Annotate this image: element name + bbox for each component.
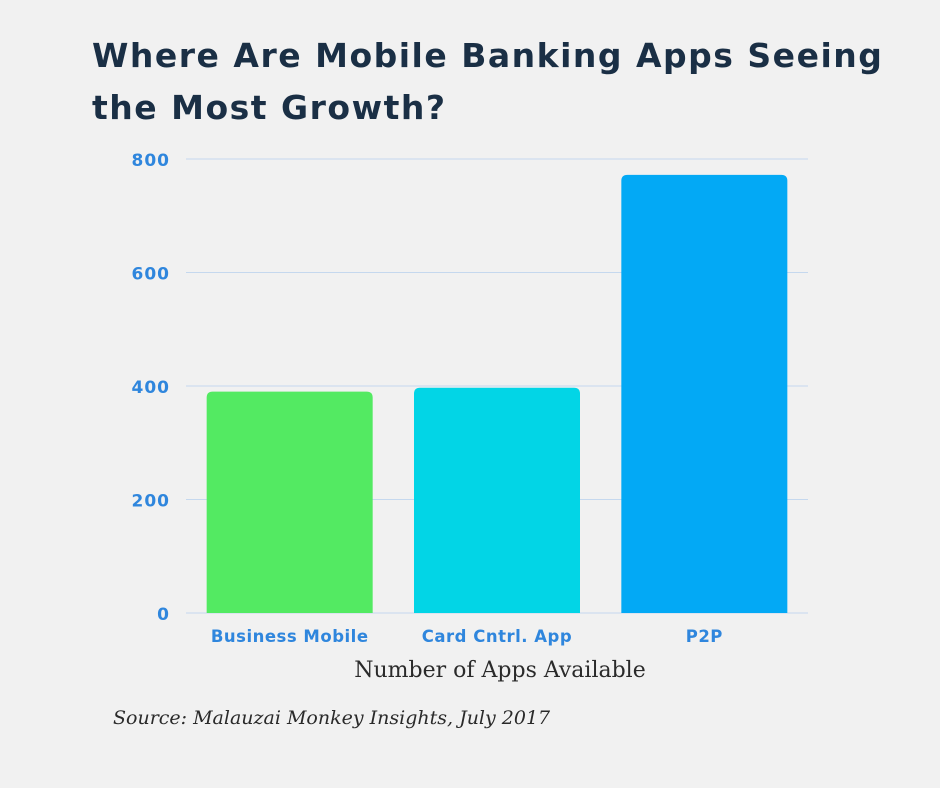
x-tick-label: Business Mobile <box>211 627 369 646</box>
x-axis-title: Number of Apps Available <box>354 658 646 683</box>
x-tick-label: P2P <box>686 627 723 646</box>
y-axis-ticks: 0 200 400 600 800 <box>132 151 171 625</box>
y-tick-label: 0 <box>157 605 170 625</box>
x-tick-label: Card Cntrl. App <box>422 627 572 646</box>
source-note: Source: Malauzai Monkey Insights, July 2… <box>113 707 551 729</box>
x-axis-ticks: Business Mobile Card Cntrl. App P2P <box>211 627 723 646</box>
y-tick-label: 200 <box>132 492 171 512</box>
chart-title: Where Are Mobile Banking Apps Seeing the… <box>92 36 884 127</box>
bars <box>206 174 788 613</box>
bar-p2p <box>621 174 788 613</box>
y-tick-label: 600 <box>132 265 171 285</box>
y-tick-label: 800 <box>132 151 171 171</box>
y-tick-label: 400 <box>132 378 171 398</box>
bar-card-cntrl-app <box>414 387 580 613</box>
bar-business-mobile <box>206 391 373 613</box>
